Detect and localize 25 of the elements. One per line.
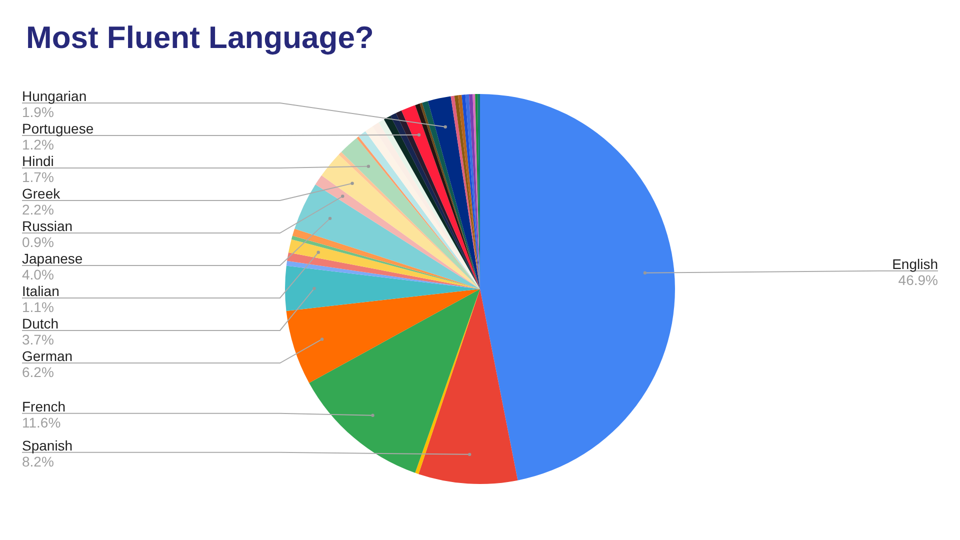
slice-label: Japanese <box>22 250 83 266</box>
data-label: 8.2% <box>22 453 54 470</box>
slice-label: French <box>22 398 66 414</box>
slice-label: German <box>22 348 73 364</box>
data-label: 6.2% <box>22 364 54 380</box>
data-label: 0.9% <box>22 234 54 250</box>
data-label: 1.9% <box>22 104 54 120</box>
slice-label: Hindi <box>22 153 54 169</box>
data-label: 3.7% <box>22 332 54 348</box>
data-label: 4.0% <box>22 266 54 282</box>
slice-label: Italian <box>22 283 60 299</box>
slice-label: Dutch <box>22 316 59 332</box>
chart-title: Most Fluent Language? <box>26 20 374 56</box>
slice-label: Greek <box>22 186 62 202</box>
data-label: 46.9% <box>898 272 938 288</box>
slice-label: Spanish <box>22 437 73 454</box>
data-label: 1.1% <box>22 299 54 315</box>
data-label: 1.2% <box>22 136 54 152</box>
data-label: 1.7% <box>22 169 54 185</box>
slice-label: Russian <box>22 218 73 234</box>
data-label: 11.6% <box>22 414 61 430</box>
slice-label: Hungarian <box>22 88 87 104</box>
slice-label: English <box>892 256 938 272</box>
slice-label: Portuguese <box>22 120 94 136</box>
data-label: 2.2% <box>22 202 54 218</box>
